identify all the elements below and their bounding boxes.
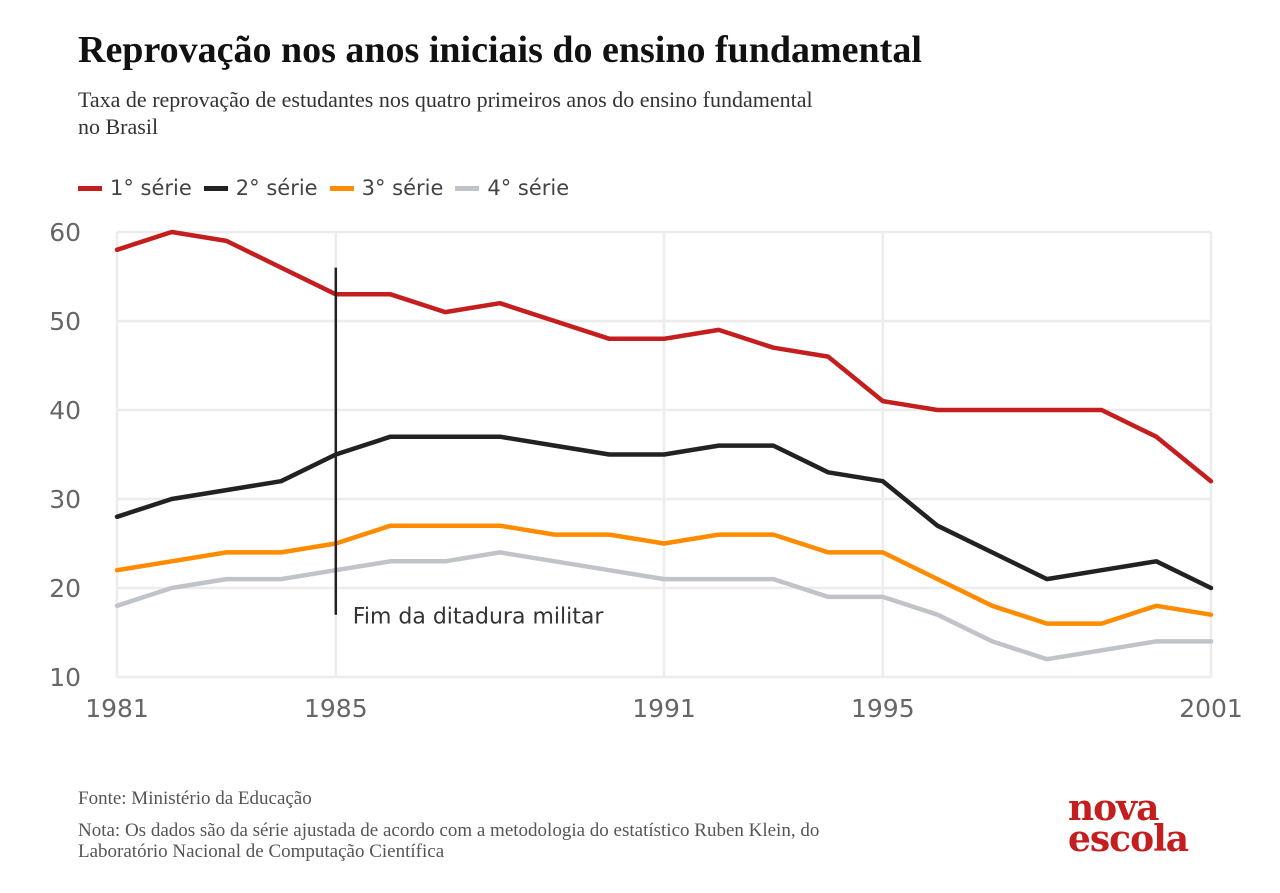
x-tick-label-1981: 1981 (85, 694, 149, 723)
methodology-note: Nota: Os dados são da série ajustada de … (78, 820, 820, 862)
legend-swatch-1 (78, 185, 102, 191)
series-line-1 (114, 229, 1214, 484)
legend-swatch-2 (203, 185, 228, 191)
legend-item-3: 3° série (329, 176, 444, 200)
chart-subtitle: Taxa de reprovação de estudantes nos qua… (78, 87, 813, 139)
source-note: Fonte: Ministério da Educação (78, 788, 312, 809)
legend-label-2: 2° série (235, 176, 318, 200)
y-tick-label-60: 60 (49, 218, 81, 247)
legend-item-4: 4° série (455, 176, 569, 200)
annotation-label: Fim da ditadura militar (353, 605, 605, 630)
y-tick-label-20: 20 (49, 574, 81, 603)
x-tick-label-1991: 1991 (632, 694, 696, 723)
legend-item-1: 1° série (78, 176, 192, 200)
annotations: Fim da ditadura militar (334, 267, 605, 630)
logo-line-2: escola (1068, 818, 1189, 860)
legend-label-4: 4° série (487, 176, 570, 200)
y-tick-label-30: 30 (49, 485, 81, 514)
legend-swatch-4 (455, 185, 480, 191)
x-tick-label-2001: 2001 (1179, 694, 1243, 723)
x-tick-label-1985: 1985 (304, 694, 368, 723)
legend-swatch-3 (329, 185, 354, 191)
y-tick-label-10: 10 (49, 663, 81, 692)
chart-title: Reprovação nos anos iniciais do ensino f… (78, 29, 922, 71)
legend-label-1: 1° série (110, 176, 192, 200)
x-tick-label-1995: 1995 (851, 694, 915, 723)
y-tick-label-40: 40 (49, 396, 81, 425)
legend: 1° série 2° série 3° série 4° série (78, 174, 581, 202)
nova-escola-logo: nova escola (1068, 787, 1189, 860)
x-axis-ticks: 1981 1985 1991 1995 2001 (85, 694, 1243, 723)
y-tick-label-50: 50 (49, 307, 81, 336)
y-axis-ticks: 10 20 30 40 50 60 (49, 218, 81, 692)
series-line-4 (114, 550, 1214, 662)
series-line-3 (114, 523, 1214, 626)
legend-label-3: 3° série (361, 176, 444, 200)
legend-item-2: 2° série (203, 176, 318, 200)
series-line-2 (114, 434, 1214, 591)
logo-line-1: nova (1068, 787, 1159, 829)
series-lines (114, 229, 1214, 662)
